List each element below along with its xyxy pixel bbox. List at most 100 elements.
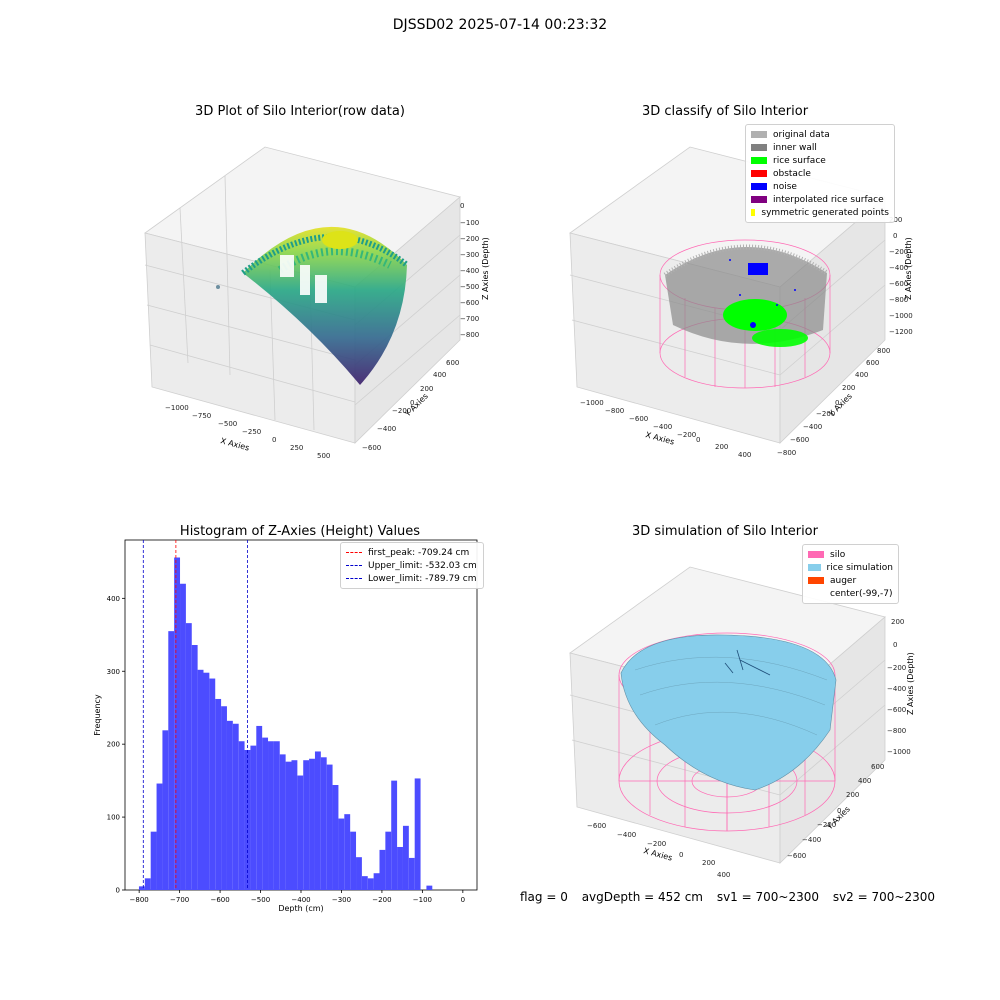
plot1-z-tick: −400 [460,267,479,275]
plot1-y-tick: −400 [377,425,396,433]
plot2-x-tick: 400 [738,451,751,459]
plot2-z-tick: −1000 [889,312,913,320]
y-tick-label: 400 [107,595,120,603]
plot1-x-tick-labels: −1000−750 −500 −250 0 250 500 [165,404,330,460]
histogram-bar [379,849,386,890]
plot4-x-tick: −400 [617,831,636,839]
plot1-x-tick: −500 [218,420,237,428]
plot4-y-tick: −200 [817,821,836,829]
y-tick-label: 200 [107,741,120,749]
plot1-z-label: Z Axies (Depth) [481,237,490,300]
plot2-x-tick: −400 [653,423,672,431]
plot1-z-tick: 0 [460,202,464,210]
plot2-legend: original data inner wall rice surface ob… [745,124,895,223]
plot3-bars [138,557,433,890]
histogram-bar [221,706,227,890]
plot1-y-tick: 400 [433,371,446,379]
legend-item-interpolated: interpolated rice surface [751,193,889,206]
histogram-bar [320,757,327,890]
plot2-y-tick: 0 [835,399,839,407]
plot2-z-tick: −800 [889,296,908,304]
plot2-noise [729,259,796,328]
plot1-y-tick: 200 [420,385,433,393]
legend-item-silo: silo [808,548,893,561]
plot2-z-tick: −600 [889,280,908,288]
histogram-bar [414,778,421,890]
histogram-bar [250,745,257,890]
plot4-y-tick: 0 [837,807,841,815]
histogram-bar [174,557,181,890]
plot4-z-tick: −600 [887,706,906,714]
histogram-bar [273,741,280,890]
legend-item-upper-limit: Upper_limit: -532.03 cm [346,559,478,572]
plot4-title: 3D simulation of Silo Interior [632,524,818,539]
plot4-y-tick: 200 [846,791,859,799]
x-tick-label: −700 [170,896,189,904]
plot2-y-tick: 400 [855,371,868,379]
histogram-bar [226,720,233,890]
histogram-bar [297,775,304,890]
flag-text: flag = 0 [520,890,568,904]
x-tick-label: −100 [413,896,432,904]
plot1-y-tick: 600 [446,359,459,367]
plot2-rice-surface [723,299,808,347]
plot4-legend: silo rice simulation auger center(-99,-7… [802,544,899,604]
histogram-bar [180,583,186,890]
plot3-y-ticks: 0 100 200 300 400 [107,595,125,895]
plot1-y-tick: 0 [410,399,414,407]
histogram-bar [238,741,245,890]
plot2-z-tick: −200 [889,248,908,256]
histogram-bar [215,698,222,890]
legend-item-first-peak: first_peak: -709.24 cm [346,546,478,559]
histogram-bar [156,783,163,890]
plot4-x-label: X Axies [642,846,673,862]
histogram-bar [185,623,192,890]
histogram-bar [138,886,145,890]
plot4-3d-simulation: 200 0 −200 −400 −600 −800 −1000 −600 −400 −2… [569,566,915,879]
plot4-z-tick: −400 [887,685,906,693]
plot1-x-tick: −250 [242,428,261,436]
plot4-z-tick: 0 [893,641,897,649]
plot2-z-label: Z Axies (Depth) [904,237,913,300]
histogram-bar [203,672,210,890]
histogram-bar [162,730,169,890]
plot1-z-tick-labels: 0 −100 −200 −300 −400 −500 −600 −700 −800 [460,202,479,339]
plot1-y-label: Y Axies [402,392,430,420]
plot1-z-tick: −600 [460,299,479,307]
plot2-x-label: X Axies [644,430,675,446]
plot3-y-label: Frequency [93,694,102,736]
plot1-x-tick: 500 [317,452,330,460]
legend-item-original: original data [751,128,889,141]
plot1-point-cloud [216,226,409,385]
plot2-y-tick: 200 [842,384,855,392]
plot2-z-tick: 200 [889,216,902,224]
histogram-bar [326,764,333,890]
histogram-bar [344,814,351,890]
plot1-title: 3D Plot of Silo Interior(row data) [195,104,405,119]
histogram-bar [391,780,398,890]
plot4-x-tick: 0 [679,851,683,859]
histogram-bar [332,785,339,890]
plot3-title: Histogram of Z-Axies (Height) Values [179,524,421,539]
histogram-bar [150,831,157,890]
plot2-x-tick: −1000 [580,399,604,407]
plot2-x-tick: −200 [677,431,696,439]
plot4-y-tick: 600 [871,763,884,771]
plot4-z-tick-labels: 200 0 −200 −400 −600 −800 −1000 [887,618,911,756]
plot2-x-tick: −600 [629,415,648,423]
histogram-bar [309,758,315,890]
plot2-x-tick: 0 [696,436,700,444]
histogram-bar [338,818,345,890]
plot2-x-tick: −800 [605,407,624,415]
legend-item-rice-simulation: rice simulation [808,561,893,574]
legend-item-center: center(-99,-7) [830,588,893,599]
histogram-bar [356,857,362,890]
plot4-rice-surface [620,634,837,791]
plot2-z-tick: −400 [889,264,908,272]
plot4-z-label: Z Axies (Depth) [906,652,915,715]
plot2-y-tick: −600 [790,436,809,444]
plot2-y-tick: 800 [877,347,890,355]
plot4-z-tick: −800 [887,727,906,735]
histogram-bar [268,741,274,890]
